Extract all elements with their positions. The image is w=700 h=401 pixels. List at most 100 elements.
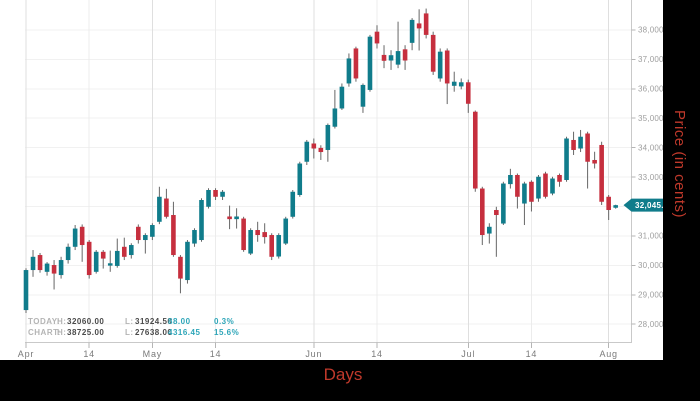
candle-57 xyxy=(423,13,429,35)
candle-16 xyxy=(136,226,141,241)
svg-text:28,000.: 28,000. xyxy=(638,320,666,329)
candle-69 xyxy=(508,174,513,185)
svg-text:29,000.: 29,000. xyxy=(638,291,666,300)
candle-80 xyxy=(585,133,590,162)
axes xyxy=(25,0,636,348)
svg-text:35,000.: 35,000. xyxy=(638,114,666,123)
today-high-label: H: xyxy=(57,317,67,326)
candle-36 xyxy=(276,235,282,257)
svg-text:14: 14 xyxy=(210,349,222,359)
candle-47 xyxy=(353,48,359,79)
candle-8 xyxy=(79,226,85,246)
candle-18 xyxy=(150,225,155,237)
x-axis-title: Days xyxy=(323,365,363,384)
candle-62 xyxy=(458,82,464,87)
svg-text:14: 14 xyxy=(371,349,383,359)
chart-label: CHART: xyxy=(28,328,61,337)
candle-54 xyxy=(402,49,408,61)
svg-text:14: 14 xyxy=(526,349,538,359)
candle-26 xyxy=(206,189,211,207)
bottom-frame: Days xyxy=(0,360,700,401)
candle-63 xyxy=(465,82,471,104)
candle-11 xyxy=(100,251,106,259)
candle-20 xyxy=(164,198,169,217)
candle-3 xyxy=(44,263,50,272)
candle-40 xyxy=(304,141,310,162)
candle-55 xyxy=(409,19,415,43)
candle-73 xyxy=(536,176,541,199)
candle-14 xyxy=(121,246,127,257)
candle-53 xyxy=(395,51,401,65)
candle-46 xyxy=(346,58,352,84)
svg-text:May: May xyxy=(143,349,162,359)
candle-21 xyxy=(171,215,176,256)
candle-44 xyxy=(332,108,338,127)
chart-high-label: H: xyxy=(57,328,67,337)
svg-text:Aug: Aug xyxy=(599,349,617,359)
candle-2 xyxy=(37,255,43,271)
candle-7 xyxy=(72,228,78,247)
candle-9 xyxy=(86,241,92,276)
candles xyxy=(23,8,618,314)
candle-23 xyxy=(185,241,190,281)
last-price-label: 32,045. xyxy=(635,201,664,210)
svg-text:Jul: Jul xyxy=(461,349,475,359)
candle-50 xyxy=(374,31,380,44)
today-low-label: L: xyxy=(125,317,134,326)
candle-22 xyxy=(178,256,183,279)
chart-high-value: 38725.00 xyxy=(67,328,105,337)
svg-text:31,000.: 31,000. xyxy=(638,232,666,241)
candle-28 xyxy=(220,191,225,197)
chart-low-label: L: xyxy=(125,328,134,337)
candle-13 xyxy=(114,250,120,266)
candle-4 xyxy=(51,265,57,274)
y-axis-tick-labels: 38,000. 37,000. 36,000. 35,000. 34,000. 33,00… xyxy=(638,26,666,329)
candle-25 xyxy=(199,200,204,241)
svg-text:Jun: Jun xyxy=(305,349,322,359)
candle-51 xyxy=(381,54,387,61)
candle-61 xyxy=(451,81,457,86)
candle-68 xyxy=(501,183,506,224)
candle-58 xyxy=(430,34,436,72)
svg-text:34,000.: 34,000. xyxy=(638,143,666,152)
candle-19 xyxy=(157,196,162,222)
chart-change: 4316.45 xyxy=(168,328,201,337)
candle-78 xyxy=(571,139,576,150)
candle-65 xyxy=(480,188,485,236)
candle-77 xyxy=(564,138,569,180)
candle-48 xyxy=(360,84,366,107)
svg-text:36,000.: 36,000. xyxy=(638,85,666,94)
candle-52 xyxy=(388,55,394,61)
candle-83 xyxy=(606,196,611,211)
candle-38 xyxy=(290,191,296,217)
chart-low-value: 27638.00 xyxy=(135,328,173,337)
today-high-value: 32060.00 xyxy=(67,317,105,326)
candle-72 xyxy=(529,181,534,202)
candle-5 xyxy=(58,260,64,276)
today-change: 88.00 xyxy=(168,317,191,326)
candle-71 xyxy=(522,183,527,204)
candle-60 xyxy=(444,50,450,84)
candle-43 xyxy=(325,124,331,150)
candle-24 xyxy=(192,230,197,244)
candle-17 xyxy=(143,235,148,241)
ohlc-info-box: TODAY: H: 32060.00 L: 31924.50 88.00 0.3… xyxy=(28,317,258,341)
svg-text:38,000.: 38,000. xyxy=(638,26,666,35)
candle-81 xyxy=(592,159,597,164)
candle-45 xyxy=(339,86,345,109)
candle-35 xyxy=(269,235,274,257)
candle-84 xyxy=(613,205,618,208)
candle-30 xyxy=(234,216,239,220)
candle-56 xyxy=(416,23,422,29)
info-row-today: TODAY: H: 32060.00 L: 31924.50 88.00 0.3… xyxy=(28,317,258,328)
candle-33 xyxy=(255,230,260,236)
candle-41 xyxy=(311,143,317,149)
candle-75 xyxy=(550,178,555,194)
candle-6 xyxy=(65,246,71,261)
candle-49 xyxy=(367,36,373,90)
y-axis-title: Price (in cents) xyxy=(671,110,688,219)
candle-12 xyxy=(107,263,113,266)
svg-text:30,000.: 30,000. xyxy=(638,261,666,270)
